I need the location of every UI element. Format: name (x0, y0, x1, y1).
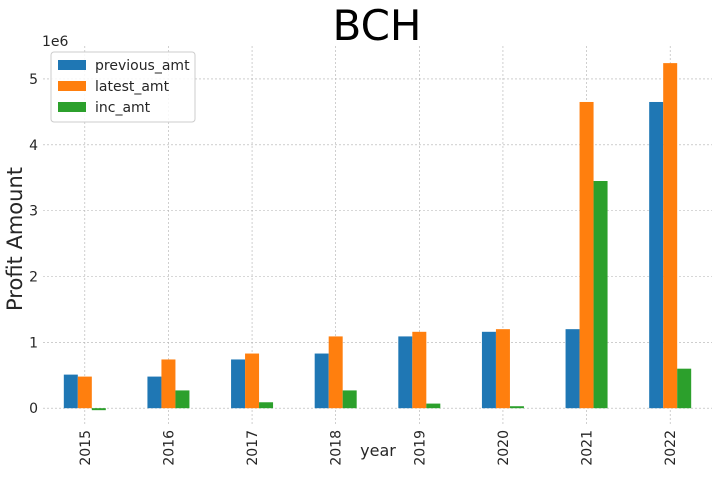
y-offset-text: 1e6 (42, 34, 69, 50)
y-tick-label: 0 (29, 401, 38, 417)
legend-swatch-previous_amt (58, 60, 86, 70)
bar-previous_amt-2021 (565, 329, 580, 409)
bar-previous_amt-2022 (649, 101, 664, 409)
x-tick-label: 2020 (496, 430, 512, 466)
y-tick-label: 2 (29, 269, 38, 285)
bar-inc_amt-2019 (426, 403, 441, 409)
x-tick-label: 2021 (580, 430, 596, 466)
legend-box (50, 51, 196, 123)
bar-inc_amt-2015 (91, 408, 106, 411)
x-tick-label: 2019 (412, 430, 428, 466)
x-axis-ticks: 2015 2016 2017 2018 2019 2020 2021 2022 (78, 430, 679, 466)
y-tick-label: 3 (29, 204, 38, 220)
y-tick-label: 5 (29, 72, 38, 88)
bar-latest_amt-2016 (161, 359, 176, 409)
bar-inc_amt-2022 (677, 368, 692, 409)
legend-label-previous_amt: previous_amt (95, 58, 190, 74)
x-tick-label: 2022 (663, 430, 679, 466)
bar-latest_amt-2020 (495, 329, 510, 409)
bar-previous_amt-2019 (398, 336, 413, 409)
x-tick-label: 2015 (78, 430, 94, 466)
bar-inc_amt-2017 (259, 402, 274, 409)
bar-inc_amt-2016 (175, 390, 190, 409)
legend-swatch-inc_amt (58, 102, 86, 112)
bar-latest_amt-2021 (579, 101, 594, 409)
bar-latest_amt-2018 (328, 336, 343, 409)
x-tick-label: 2016 (161, 430, 177, 466)
bar-inc_amt-2020 (509, 406, 524, 409)
x-tick-label: 2017 (245, 430, 261, 466)
legend: previous_amt latest_amt inc_amt (50, 51, 196, 123)
bar-previous_amt-2018 (314, 353, 329, 409)
bar-latest_amt-2022 (663, 63, 678, 409)
y-axis-label: Profit Amount (3, 167, 27, 311)
bar-inc_amt-2021 (593, 181, 608, 409)
bar-latest_amt-2015 (77, 376, 92, 409)
bar-latest_amt-2017 (245, 353, 260, 409)
legend-swatch-latest_amt (58, 81, 86, 91)
bar-latest_amt-2019 (412, 331, 427, 409)
bar-previous_amt-2017 (231, 359, 246, 409)
x-tick-label: 2018 (329, 430, 345, 466)
chart-title: BCH (333, 1, 422, 50)
y-axis-ticks: 0 1 2 3 4 5 (29, 72, 38, 417)
bar-inc_amt-2018 (342, 390, 357, 409)
bar-previous_amt-2020 (481, 331, 496, 409)
bars (63, 63, 692, 411)
x-axis-label: year (360, 441, 396, 460)
legend-label-latest_amt: latest_amt (95, 79, 170, 95)
bar-previous_amt-2016 (147, 376, 162, 409)
bar-previous_amt-2015 (63, 374, 78, 409)
y-tick-label: 1 (29, 335, 38, 351)
y-tick-label: 4 (29, 138, 38, 154)
legend-label-inc_amt: inc_amt (95, 100, 151, 116)
